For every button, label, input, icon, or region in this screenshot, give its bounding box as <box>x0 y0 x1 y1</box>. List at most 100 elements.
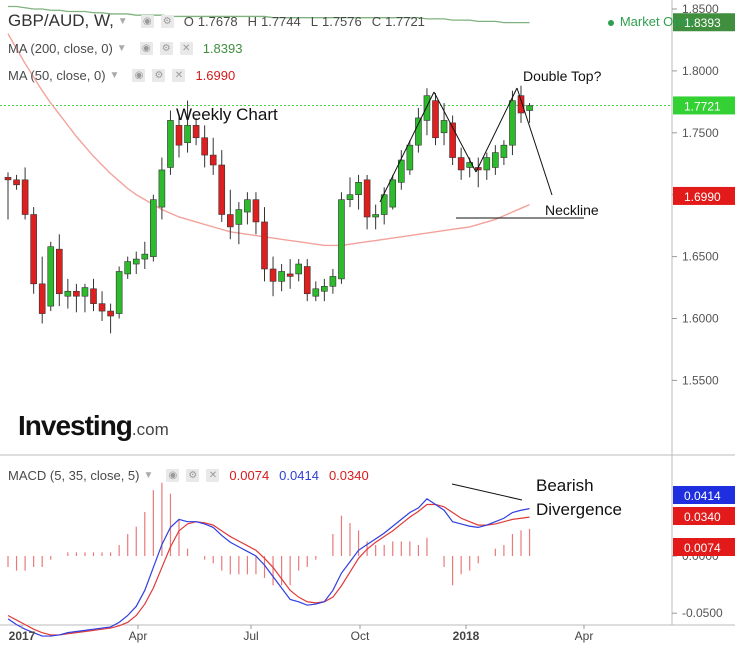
ma50-value: 1.6990 <box>195 68 236 83</box>
high-label: H <box>247 13 257 29</box>
divergence-line <box>451 483 523 501</box>
y-tick-label: 1.8000 <box>682 64 719 78</box>
macd-dropdown-icon[interactable]: ▼ <box>143 470 154 481</box>
settings-icon[interactable]: ⚙ <box>152 69 166 82</box>
close-icon[interactable]: ✕ <box>206 469 220 482</box>
bearish-label: Bearish <box>536 476 594 495</box>
y-tick-label: 1.7500 <box>682 126 719 140</box>
low-value: 1.7576 <box>321 13 362 29</box>
candle-up <box>483 157 491 171</box>
signal-price-tag: 0.0340 <box>684 510 721 524</box>
symbol-header: GBP/AUD, W, ▼ ◉ ⚙ O 1.7678 H 1.7744 L 1.… <box>8 11 425 31</box>
candle-down <box>363 179 371 218</box>
eye-icon[interactable]: ◉ <box>139 42 153 55</box>
candle-down <box>73 290 80 297</box>
candle-up <box>295 263 303 275</box>
candle-up <box>346 194 354 200</box>
candle-down <box>107 310 114 317</box>
ma200-dropdown-icon[interactable]: ▼ <box>116 43 127 54</box>
eye-icon[interactable]: ◉ <box>140 14 154 28</box>
logo-suffix: .com <box>131 420 169 439</box>
candle-down <box>192 125 200 139</box>
candle-down <box>252 199 260 223</box>
ma200-value: 1.8393 <box>202 41 243 56</box>
double-top-line <box>516 87 553 196</box>
candle-down <box>4 177 12 181</box>
divergence-label: Divergence <box>536 500 622 519</box>
candle-down <box>227 214 234 228</box>
ma50-price-tag: 1.6990 <box>684 190 721 204</box>
close-icon[interactable]: ✕ <box>172 69 186 82</box>
macd-signal-value: 0.0340 <box>328 468 369 483</box>
x-tick-label: Oct <box>351 629 370 643</box>
candle-up <box>338 199 345 280</box>
candle-up <box>500 144 508 158</box>
macd-label[interactable]: MACD (5, 35, close, 5) <box>8 468 140 483</box>
x-tick-label: 2018 <box>453 629 480 643</box>
hist-price-tag-bg <box>673 538 735 556</box>
market-status: Market Open <box>607 14 695 29</box>
candle-up <box>380 194 388 215</box>
candle-up <box>372 214 379 218</box>
candle-down <box>175 125 183 146</box>
double-top-line <box>433 91 477 173</box>
macd-price-tag: 0.0414 <box>684 489 721 503</box>
x-tick-label: Apr <box>129 629 148 643</box>
macd-signal-line <box>7 503 530 636</box>
ma200-label[interactable]: MA (200, close, 0) <box>8 41 113 56</box>
ma50-label[interactable]: MA (50, close, 0) <box>8 68 106 83</box>
candle-up <box>389 179 397 208</box>
candle-down <box>90 288 97 304</box>
candle-down <box>218 164 226 215</box>
candle-down <box>449 122 456 158</box>
ma50-line <box>7 33 530 247</box>
ma50-dropdown-icon[interactable]: ▼ <box>109 70 120 81</box>
symbol-dropdown-icon[interactable]: ▼ <box>117 15 128 27</box>
candle-up <box>492 152 499 168</box>
status-dot-icon <box>607 19 614 26</box>
candle-down <box>55 248 63 295</box>
logo-main: Investing <box>18 410 133 441</box>
candle-down <box>261 221 268 270</box>
candle-down <box>517 95 525 114</box>
close-label: C <box>371 13 382 29</box>
candle-up <box>440 120 448 134</box>
eye-icon[interactable]: ◉ <box>132 69 146 82</box>
candle-down <box>98 303 106 312</box>
market-status-text: Market Open <box>619 14 695 29</box>
ma200-line <box>8 5 530 24</box>
candle-down <box>457 157 465 171</box>
settings-icon[interactable]: ⚙ <box>160 14 174 28</box>
y-tick-label: 1.6000 <box>682 312 719 326</box>
candle-down <box>21 179 29 215</box>
candle-up <box>184 125 191 144</box>
candle-up <box>329 276 337 287</box>
macd-line-value: 0.0414 <box>279 468 319 483</box>
candle-up <box>415 117 422 146</box>
candle-up <box>509 100 516 146</box>
macd-line <box>7 498 530 637</box>
candle-up <box>158 169 166 208</box>
symbol-name[interactable]: GBP/AUD, W, <box>8 11 114 30</box>
close-icon[interactable]: ✕ <box>179 42 193 55</box>
eye-icon[interactable]: ◉ <box>166 469 180 482</box>
candle-up <box>423 95 431 121</box>
y-tick-label: 1.6500 <box>682 250 719 264</box>
y-tick-label: 1.5500 <box>682 373 719 387</box>
candle-up <box>406 144 414 171</box>
last-price-tag: 1.7721 <box>684 99 721 113</box>
x-tick-label: 2017 <box>9 629 36 643</box>
settings-icon[interactable]: ⚙ <box>159 42 173 55</box>
settings-icon[interactable]: ⚙ <box>186 469 200 482</box>
candle-up <box>235 209 243 225</box>
double-top-label: Double Top? <box>523 68 602 84</box>
x-tick-label: Jul <box>243 629 258 643</box>
candle-down <box>38 283 46 314</box>
candle-up <box>244 199 251 213</box>
candle-up <box>321 286 328 292</box>
ma200-legend: MA (200, close, 0) ▼ ◉ ⚙ ✕ 1.8393 <box>8 41 242 56</box>
investing-logo: Investing.com <box>18 410 169 442</box>
weekly-chart-label: Weekly Chart <box>176 105 278 124</box>
candle-up <box>167 120 174 168</box>
